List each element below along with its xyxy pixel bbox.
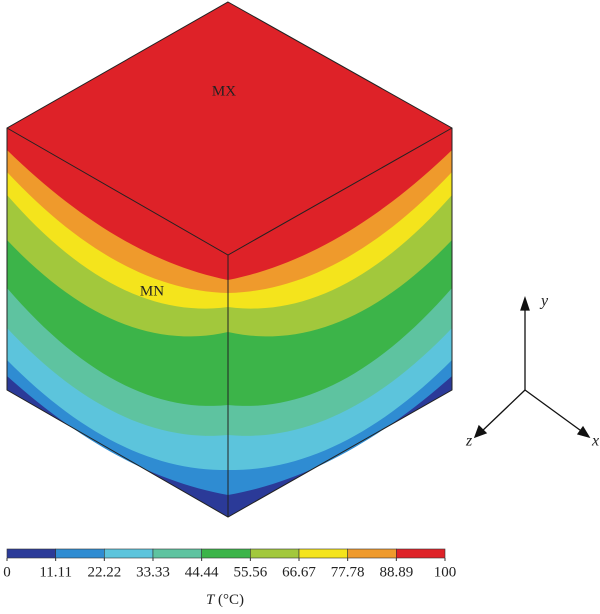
axis-triad bbox=[473, 295, 591, 439]
max-label: MX bbox=[212, 83, 236, 99]
colorbar-segment bbox=[396, 548, 446, 559]
unit: (°C) bbox=[218, 592, 244, 608]
colorbar-tick-label: 88.89 bbox=[379, 564, 413, 580]
min-label: MN bbox=[140, 283, 164, 299]
symbol: T bbox=[206, 592, 216, 608]
colorbar-tick-label: 100 bbox=[434, 564, 457, 580]
colorbar-segment bbox=[152, 548, 202, 559]
colorbar-segment bbox=[201, 548, 251, 559]
contour-band bbox=[7, 128, 228, 280]
colorbar-segment bbox=[298, 548, 348, 559]
arrow-head bbox=[473, 424, 488, 439]
colorbar-tick-label: 33.33 bbox=[136, 564, 170, 580]
z-axis-arrow bbox=[479, 389, 526, 434]
colorbar-tick-label: 0 bbox=[3, 564, 11, 580]
colorbar-tick-label: 22.22 bbox=[87, 564, 121, 580]
x-axis-arrow bbox=[524, 389, 585, 434]
colorbar-segment bbox=[6, 548, 56, 559]
contour-band bbox=[228, 128, 452, 280]
colorbar-segment bbox=[347, 548, 397, 559]
arrow-head bbox=[520, 295, 530, 311]
colorbar-tick-label: 66.67 bbox=[282, 564, 316, 580]
colorbar-tick-label: 77.78 bbox=[331, 564, 365, 580]
cube-edges bbox=[6, 1, 453, 518]
cube bbox=[6, 1, 453, 518]
x-axis-label: x bbox=[591, 433, 599, 450]
colorbar-tick-label: 55.56 bbox=[233, 564, 267, 580]
arrow-head bbox=[576, 425, 591, 439]
colorbar-label: T (°C) bbox=[206, 592, 244, 608]
colorbar-tick-label: 44.44 bbox=[185, 564, 219, 580]
colorbar-segment bbox=[250, 548, 300, 559]
colorbar-segment bbox=[104, 548, 154, 559]
colorbar: 0 11.11 22.22 33.33 44.44 55.56 66.67 77.78 88.8… bbox=[3, 548, 457, 580]
y-axis-label: y bbox=[539, 293, 549, 310]
z-axis-label: z bbox=[465, 433, 473, 450]
colorbar-segment bbox=[55, 548, 105, 559]
colorbar-tick-label: 11.11 bbox=[39, 564, 72, 580]
